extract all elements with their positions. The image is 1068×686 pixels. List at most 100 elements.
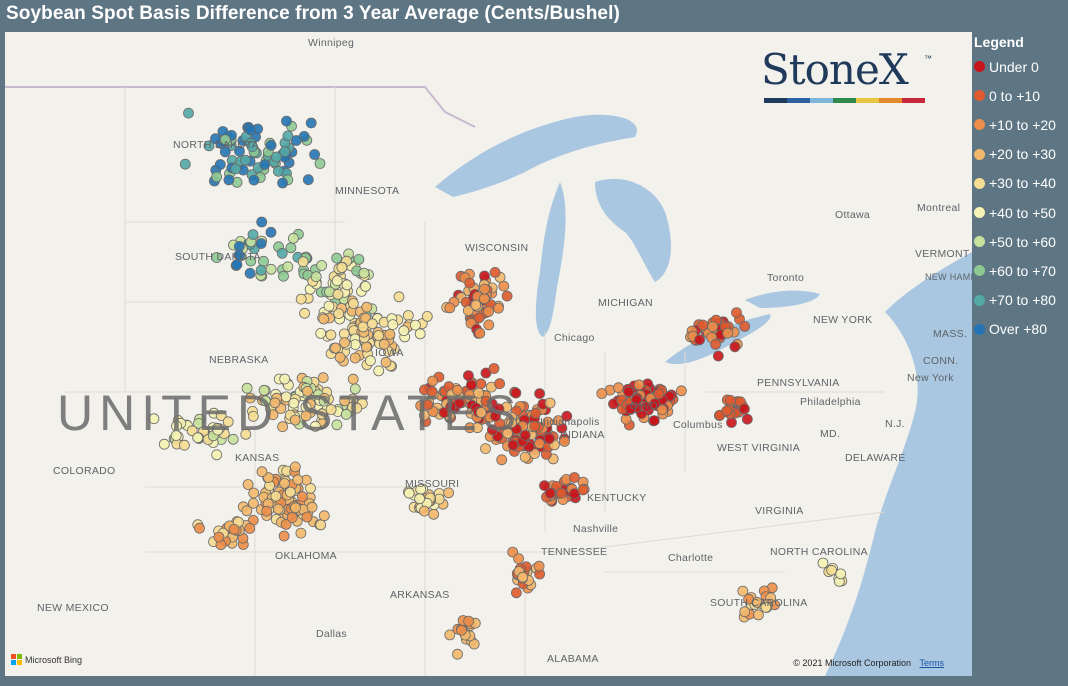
basis-location-dot[interactable]	[721, 405, 733, 417]
basis-location-dot[interactable]	[297, 256, 309, 268]
basis-location-dot[interactable]	[496, 454, 508, 466]
basis-location-dot[interactable]	[349, 352, 361, 364]
basis-location-dot[interactable]	[649, 398, 661, 410]
basis-location-dot[interactable]	[295, 293, 307, 305]
basis-location-dot[interactable]	[269, 397, 281, 409]
basis-location-dot[interactable]	[258, 384, 270, 396]
basis-location-dot[interactable]	[361, 301, 373, 313]
basis-location-dot[interactable]	[272, 165, 284, 177]
basis-location-dot[interactable]	[211, 171, 223, 183]
basis-location-dot[interactable]	[332, 288, 344, 300]
basis-location-dot[interactable]	[373, 365, 385, 377]
basis-location-dot[interactable]	[277, 421, 289, 433]
basis-location-dot[interactable]	[213, 531, 225, 543]
basis-location-dot[interactable]	[530, 407, 542, 419]
basis-location-dot[interactable]	[623, 386, 634, 398]
basis-location-dot[interactable]	[248, 174, 260, 186]
basis-location-dot[interactable]	[480, 443, 491, 455]
basis-location-dot[interactable]	[203, 140, 215, 152]
basis-location-dot[interactable]	[292, 474, 304, 486]
basis-location-dot[interactable]	[285, 242, 297, 254]
basis-location-dot[interactable]	[402, 310, 414, 321]
basis-location-dot[interactable]	[533, 560, 545, 572]
basis-location-dot[interactable]	[480, 367, 492, 379]
legend-item[interactable]: +40 to +50	[974, 198, 1066, 227]
basis-location-dot[interactable]	[427, 375, 439, 387]
basis-location-dot[interactable]	[577, 484, 589, 496]
bing-attribution[interactable]: Microsoft Bing	[11, 654, 82, 665]
legend-item[interactable]: +20 to +30	[974, 140, 1066, 169]
basis-location-dot[interactable]	[272, 503, 284, 515]
basis-location-dot[interactable]	[306, 501, 318, 513]
basis-location-dot[interactable]	[223, 174, 235, 186]
basis-location-dot[interactable]	[479, 270, 490, 282]
basis-location-dot[interactable]	[712, 350, 724, 362]
basis-location-dot[interactable]	[473, 312, 485, 324]
basis-location-dot[interactable]	[310, 271, 322, 283]
basis-location-dot[interactable]	[739, 606, 751, 618]
basis-location-dot[interactable]	[380, 356, 392, 368]
basis-location-dot[interactable]	[290, 502, 301, 514]
basis-location-dot[interactable]	[255, 238, 267, 249]
basis-location-dot[interactable]	[222, 416, 234, 428]
basis-location-dot[interactable]	[211, 449, 223, 461]
basis-location-dot[interactable]	[256, 216, 268, 228]
basis-location-dot[interactable]	[731, 307, 742, 319]
basis-location-dot[interactable]	[341, 279, 353, 291]
basis-location-dot[interactable]	[393, 291, 405, 303]
basis-location-dot[interactable]	[561, 410, 573, 422]
basis-location-dot[interactable]	[219, 146, 231, 158]
basis-location-dot[interactable]	[301, 511, 313, 523]
basis-location-dot[interactable]	[569, 472, 580, 483]
basis-location-dot[interactable]	[333, 308, 345, 320]
basis-location-dot[interactable]	[694, 334, 705, 346]
basis-location-dot[interactable]	[544, 433, 555, 445]
basis-location-dot[interactable]	[179, 158, 191, 170]
basis-location-dot[interactable]	[270, 490, 282, 502]
basis-location-dot[interactable]	[486, 424, 498, 436]
basis-location-dot[interactable]	[309, 420, 321, 432]
basis-location-dot[interactable]	[331, 252, 343, 264]
basis-location-dot[interactable]	[281, 115, 292, 127]
basis-location-dot[interactable]	[494, 378, 506, 390]
basis-location-dot[interactable]	[544, 397, 556, 409]
basis-location-dot[interactable]	[261, 505, 273, 517]
basis-location-dot[interactable]	[697, 319, 709, 331]
basis-location-dot[interactable]	[279, 477, 290, 489]
basis-location-dot[interactable]	[373, 330, 385, 341]
basis-location-dot[interactable]	[278, 530, 290, 542]
basis-location-dot[interactable]	[302, 174, 314, 186]
basis-location-dot[interactable]	[443, 487, 455, 499]
basis-location-dot[interactable]	[418, 505, 430, 517]
basis-location-dot[interactable]	[739, 403, 750, 415]
basis-location-dot[interactable]	[378, 338, 390, 350]
basis-location-dot[interactable]	[282, 130, 294, 142]
legend-item[interactable]: +30 to +40	[974, 169, 1066, 198]
basis-location-dot[interactable]	[426, 386, 438, 397]
basis-location-dot[interactable]	[282, 261, 294, 273]
basis-location-dot[interactable]	[479, 283, 491, 295]
basis-location-dot[interactable]	[542, 416, 554, 428]
basis-location-dot[interactable]	[349, 339, 361, 351]
map-canvas[interactable]: UNITED STATES Winnipeg NORTH DAKOTA MINNES…	[5, 32, 972, 676]
terms-link[interactable]: Terms	[919, 658, 945, 668]
basis-location-dot[interactable]	[741, 413, 753, 425]
basis-location-dot[interactable]	[739, 320, 751, 332]
legend-item[interactable]: +10 to +20	[974, 110, 1066, 139]
basis-location-dot[interactable]	[239, 154, 251, 166]
basis-location-dot[interactable]	[465, 379, 477, 391]
basis-location-dot[interactable]	[826, 564, 837, 576]
basis-location-dot[interactable]	[300, 410, 312, 422]
basis-location-dot[interactable]	[452, 384, 463, 396]
basis-location-dot[interactable]	[323, 300, 335, 312]
basis-location-dot[interactable]	[215, 410, 227, 421]
basis-location-dot[interactable]	[259, 159, 271, 171]
basis-location-dot[interactable]	[737, 585, 749, 597]
basis-location-dot[interactable]	[556, 487, 567, 499]
basis-location-dot[interactable]	[384, 328, 396, 340]
basis-location-dot[interactable]	[318, 510, 330, 522]
basis-location-dot[interactable]	[544, 487, 556, 499]
basis-location-dot[interactable]	[483, 306, 495, 317]
basis-location-dot[interactable]	[358, 267, 370, 279]
basis-location-dot[interactable]	[287, 232, 299, 244]
